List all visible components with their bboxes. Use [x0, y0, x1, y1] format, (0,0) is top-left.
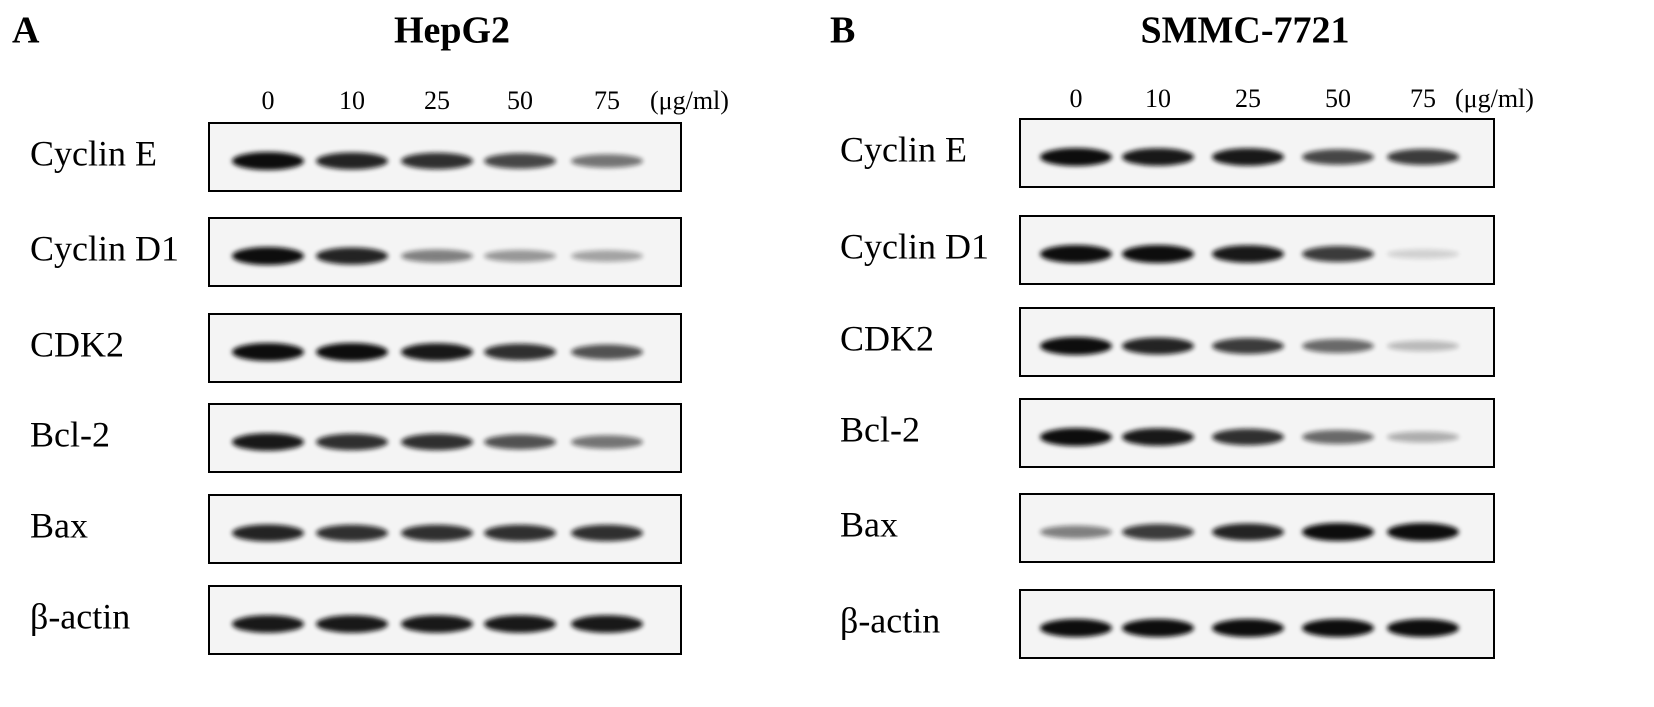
- lane-label: 25: [424, 86, 450, 115]
- band: [232, 247, 304, 265]
- protein-label: CDK2: [840, 318, 934, 358]
- band: [316, 433, 388, 451]
- band: [1040, 337, 1112, 355]
- band: [232, 615, 304, 633]
- protein-label: β-actin: [30, 596, 130, 636]
- band: [316, 247, 388, 265]
- band: [401, 615, 473, 633]
- band: [484, 615, 556, 633]
- lane-label: 10: [1145, 84, 1171, 113]
- panel-letter: A: [12, 10, 40, 52]
- band: [1212, 245, 1284, 263]
- band: [1040, 428, 1112, 446]
- protein-label: Cyclin E: [30, 133, 157, 173]
- protein-label: Bcl-2: [30, 414, 110, 454]
- band: [1387, 619, 1459, 637]
- band: [571, 250, 643, 262]
- band: [484, 343, 556, 361]
- band: [571, 154, 643, 168]
- band: [1040, 619, 1112, 637]
- band: [1387, 523, 1459, 541]
- band: [1302, 149, 1374, 165]
- band: [571, 344, 643, 360]
- band: [1122, 428, 1194, 446]
- band: [1212, 338, 1284, 354]
- band: [1122, 524, 1194, 540]
- band: [401, 433, 473, 451]
- protein-label: Bax: [30, 505, 88, 545]
- lane-label: 0: [1070, 84, 1083, 113]
- band: [1122, 148, 1194, 166]
- band: [232, 152, 304, 170]
- band: [316, 524, 388, 542]
- lane-label: 50: [1325, 84, 1351, 113]
- band: [232, 524, 304, 542]
- band: [1212, 619, 1284, 637]
- band: [1122, 619, 1194, 637]
- band: [1040, 525, 1112, 539]
- unit-label: (μg/ml): [650, 86, 729, 115]
- band: [316, 343, 388, 361]
- lane-label: 25: [1235, 84, 1261, 113]
- band: [484, 434, 556, 450]
- band: [1302, 619, 1374, 637]
- band: [571, 524, 643, 542]
- unit-label: (μg/ml): [1455, 84, 1534, 113]
- band: [1212, 148, 1284, 166]
- band: [484, 524, 556, 542]
- panel-title: SMMC-7721: [1141, 10, 1350, 52]
- band: [1122, 337, 1194, 355]
- band: [484, 153, 556, 169]
- band: [1302, 339, 1374, 353]
- band: [1212, 523, 1284, 541]
- protein-label: Cyclin D1: [840, 226, 989, 266]
- lane-label: 75: [594, 86, 620, 115]
- band: [571, 615, 643, 633]
- panel-letter: B: [830, 10, 855, 52]
- band: [1122, 245, 1194, 263]
- band: [571, 435, 643, 449]
- band: [1040, 148, 1112, 166]
- band: [232, 433, 304, 451]
- protein-label: β-actin: [840, 600, 940, 640]
- protein-label: CDK2: [30, 324, 124, 364]
- band: [484, 250, 556, 262]
- lane-label: 10: [339, 86, 365, 115]
- lane-label: 75: [1410, 84, 1436, 113]
- band: [1387, 149, 1459, 165]
- band: [316, 152, 388, 170]
- band: [401, 249, 473, 263]
- protein-label: Cyclin D1: [30, 228, 179, 268]
- band: [316, 615, 388, 633]
- band: [401, 152, 473, 170]
- band: [1040, 245, 1112, 263]
- band: [401, 524, 473, 542]
- protein-label: Cyclin E: [840, 129, 967, 169]
- band: [1387, 340, 1459, 352]
- lane-label: 50: [507, 86, 533, 115]
- band: [401, 343, 473, 361]
- band: [1212, 428, 1284, 446]
- band: [1302, 523, 1374, 541]
- band: [1302, 430, 1374, 444]
- lane-label: 0: [262, 86, 275, 115]
- protein-label: Bax: [840, 504, 898, 544]
- band: [1387, 249, 1459, 259]
- protein-label: Bcl-2: [840, 409, 920, 449]
- panel-title: HepG2: [394, 10, 510, 52]
- band: [1302, 246, 1374, 262]
- band: [1387, 431, 1459, 443]
- band: [232, 343, 304, 361]
